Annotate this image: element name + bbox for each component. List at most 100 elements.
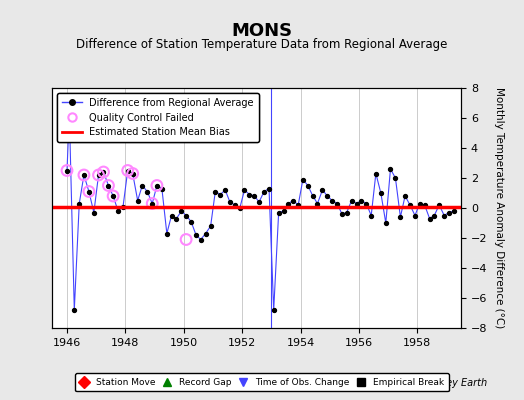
Point: [367, 212, 375, 219]
Point: [236, 205, 244, 211]
Point: [80, 172, 88, 178]
Legend: Station Move, Record Gap, Time of Obs. Change, Empirical Break: Station Move, Record Gap, Time of Obs. C…: [75, 374, 449, 392]
Point: [202, 230, 210, 237]
Point: [90, 209, 98, 216]
Text: Berkeley Earth: Berkeley Earth: [415, 378, 487, 388]
Point: [182, 236, 190, 243]
Point: [401, 193, 409, 199]
Point: [70, 307, 79, 313]
Point: [128, 170, 137, 177]
Point: [347, 197, 356, 204]
Point: [216, 191, 224, 198]
Y-axis label: Monthly Temperature Anomaly Difference (°C): Monthly Temperature Anomaly Difference (…: [494, 87, 504, 329]
Point: [265, 185, 273, 192]
Point: [275, 209, 283, 216]
Point: [386, 166, 395, 172]
Point: [187, 218, 195, 225]
Point: [177, 208, 185, 214]
Point: [124, 167, 132, 174]
Point: [104, 182, 113, 189]
Point: [162, 230, 171, 237]
Point: [391, 175, 400, 181]
Point: [381, 220, 390, 226]
Point: [104, 182, 113, 189]
Point: [450, 208, 458, 214]
Point: [100, 169, 108, 175]
Point: [124, 167, 132, 174]
Point: [119, 203, 127, 210]
Point: [357, 197, 365, 204]
Point: [323, 193, 332, 199]
Point: [148, 200, 157, 207]
Point: [63, 167, 71, 174]
Point: [406, 202, 414, 208]
Point: [226, 199, 234, 205]
Point: [196, 236, 205, 243]
Point: [143, 188, 151, 195]
Point: [328, 197, 336, 204]
Point: [416, 200, 424, 207]
Point: [152, 182, 161, 189]
Point: [245, 191, 254, 198]
Point: [65, 110, 73, 117]
Point: [430, 212, 439, 219]
Point: [85, 188, 93, 195]
Point: [221, 187, 230, 193]
Point: [255, 199, 263, 205]
Point: [100, 169, 108, 175]
Point: [192, 232, 200, 238]
Point: [241, 187, 249, 193]
Point: [377, 190, 385, 196]
Point: [211, 188, 220, 195]
Point: [309, 193, 317, 199]
Point: [128, 170, 137, 177]
Point: [152, 182, 161, 189]
Point: [299, 176, 307, 183]
Point: [445, 209, 453, 216]
Point: [75, 200, 83, 207]
Point: [343, 209, 351, 216]
Point: [182, 212, 190, 219]
Point: [231, 202, 239, 208]
Point: [138, 182, 147, 189]
Point: [260, 188, 268, 195]
Point: [289, 197, 298, 204]
Point: [134, 197, 142, 204]
Point: [172, 215, 181, 222]
Point: [284, 200, 292, 207]
Point: [94, 172, 103, 178]
Point: [109, 193, 117, 199]
Point: [85, 188, 93, 195]
Point: [304, 182, 312, 189]
Point: [63, 167, 71, 174]
Point: [167, 212, 176, 219]
Point: [353, 200, 361, 207]
Legend: Difference from Regional Average, Quality Control Failed, Estimated Station Mean: Difference from Regional Average, Qualit…: [57, 93, 259, 142]
Text: MONS: MONS: [232, 22, 292, 40]
Point: [158, 185, 166, 192]
Text: Difference of Station Temperature Data from Regional Average: Difference of Station Temperature Data f…: [77, 38, 447, 51]
Point: [206, 223, 215, 229]
Point: [80, 172, 88, 178]
Point: [313, 200, 322, 207]
Point: [425, 215, 434, 222]
Point: [279, 208, 288, 214]
Point: [411, 212, 419, 219]
Point: [250, 193, 259, 199]
Point: [114, 208, 122, 214]
Point: [148, 200, 157, 207]
Point: [396, 214, 405, 220]
Point: [294, 202, 302, 208]
Point: [440, 212, 449, 219]
Point: [269, 307, 278, 313]
Point: [333, 200, 341, 207]
Point: [372, 170, 380, 177]
Point: [420, 202, 429, 208]
Point: [318, 187, 326, 193]
Point: [65, 110, 73, 117]
Point: [362, 200, 370, 207]
Point: [435, 202, 443, 208]
Point: [109, 193, 117, 199]
Point: [338, 211, 346, 217]
Point: [94, 172, 103, 178]
